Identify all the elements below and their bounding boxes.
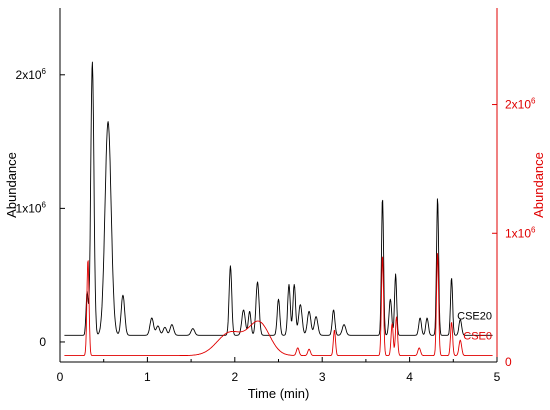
x-axis-title: Time (min): [248, 386, 310, 401]
series-line-cse0: [64, 252, 493, 357]
left-y-tick-label: 2x106: [16, 67, 47, 82]
series-label-cse20: CSE20: [457, 310, 492, 322]
series-label-cse0: CSE0: [463, 331, 492, 343]
x-axis: 0 1 2 3 4 5: [57, 357, 501, 384]
right-y-tick-label: 1x106: [505, 225, 536, 240]
right-y-tick-label: 0: [505, 355, 512, 369]
x-tick-label: 5: [494, 370, 501, 384]
right-y-tick-label: 2x106: [505, 97, 536, 112]
left-y-tick-label: 0: [39, 335, 46, 349]
series-lines: [64, 61, 493, 357]
left-y-tick-label: 1x106: [16, 200, 47, 215]
x-tick-label: 4: [406, 370, 413, 384]
x-tick-label: 2: [231, 370, 238, 384]
right-y-axis-title: Abundance: [531, 152, 546, 218]
x-tick-label: 3: [319, 370, 326, 384]
left-y-axis: 0 1x106 2x106: [16, 8, 65, 362]
series-line-cse20: [64, 61, 493, 336]
left-y-axis-title: Abundance: [4, 152, 19, 218]
right-y-axis: 0 1x106 2x106: [492, 8, 536, 369]
x-tick-label: 1: [144, 370, 151, 384]
x-tick-label: 0: [57, 370, 64, 384]
series-labels: CSE20 CSE0: [457, 310, 492, 342]
